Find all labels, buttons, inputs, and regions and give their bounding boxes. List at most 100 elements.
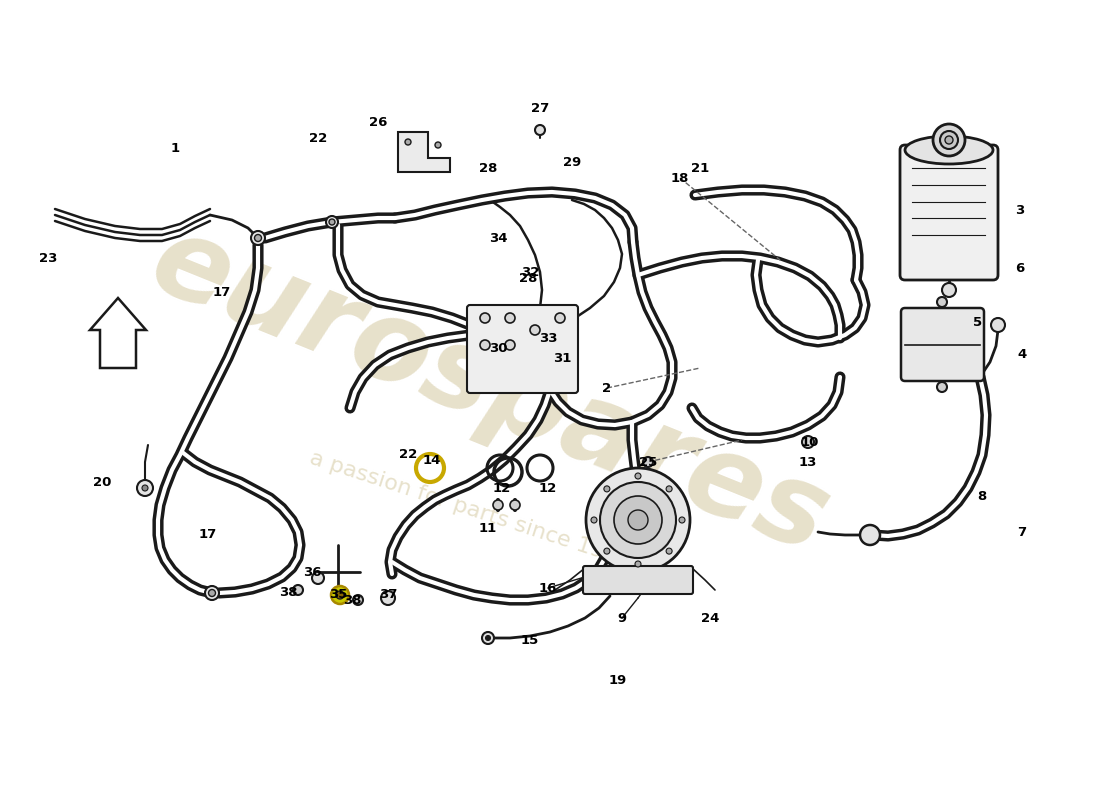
Circle shape: [991, 318, 1005, 332]
Text: 28: 28: [519, 271, 537, 285]
Text: 38: 38: [343, 594, 361, 606]
Circle shape: [336, 591, 344, 599]
Text: a passion for parts since 1985: a passion for parts since 1985: [307, 449, 634, 571]
Text: 12: 12: [493, 482, 512, 494]
Text: 1: 1: [170, 142, 179, 154]
Text: 10: 10: [801, 435, 820, 449]
Circle shape: [505, 340, 515, 350]
Circle shape: [635, 561, 641, 567]
Text: 17: 17: [199, 529, 217, 542]
Text: 29: 29: [563, 155, 581, 169]
Text: 38: 38: [278, 586, 297, 598]
Circle shape: [381, 591, 395, 605]
Circle shape: [604, 548, 609, 554]
FancyBboxPatch shape: [468, 305, 578, 393]
Circle shape: [679, 517, 685, 523]
Text: 5: 5: [974, 315, 982, 329]
Text: 20: 20: [92, 475, 111, 489]
Circle shape: [209, 590, 216, 597]
Circle shape: [138, 480, 153, 496]
Text: 16: 16: [539, 582, 558, 594]
Text: 24: 24: [701, 611, 719, 625]
Text: 28: 28: [478, 162, 497, 174]
Circle shape: [353, 595, 363, 605]
Ellipse shape: [905, 136, 993, 164]
Circle shape: [667, 486, 672, 492]
FancyBboxPatch shape: [901, 308, 984, 381]
Text: 14: 14: [422, 454, 441, 466]
Circle shape: [254, 234, 262, 242]
Circle shape: [205, 586, 219, 600]
Circle shape: [646, 460, 650, 464]
Circle shape: [510, 500, 520, 510]
Circle shape: [644, 457, 653, 467]
Text: 25: 25: [639, 455, 657, 469]
Circle shape: [937, 297, 947, 307]
Circle shape: [480, 340, 490, 350]
Text: 37: 37: [378, 589, 397, 602]
Circle shape: [628, 510, 648, 530]
Circle shape: [329, 219, 336, 225]
Circle shape: [331, 586, 349, 604]
Text: 32: 32: [520, 266, 539, 278]
Text: 19: 19: [609, 674, 627, 686]
Circle shape: [493, 500, 503, 510]
Circle shape: [600, 482, 676, 558]
FancyBboxPatch shape: [583, 566, 693, 594]
Text: 3: 3: [1015, 203, 1024, 217]
Circle shape: [614, 496, 662, 544]
Text: 9: 9: [617, 611, 627, 625]
Circle shape: [591, 517, 597, 523]
Circle shape: [940, 131, 958, 149]
Text: 22: 22: [309, 131, 327, 145]
Text: 21: 21: [691, 162, 710, 174]
Circle shape: [326, 216, 338, 228]
Circle shape: [556, 313, 565, 323]
Text: 17: 17: [213, 286, 231, 298]
Circle shape: [480, 313, 490, 323]
Text: 7: 7: [1018, 526, 1026, 539]
Text: 26: 26: [368, 115, 387, 129]
Circle shape: [586, 468, 690, 572]
Circle shape: [251, 231, 265, 245]
Text: 12: 12: [539, 482, 557, 494]
Circle shape: [805, 439, 811, 445]
Text: 13: 13: [799, 455, 817, 469]
Circle shape: [405, 139, 411, 145]
Circle shape: [485, 635, 491, 641]
Text: 34: 34: [488, 231, 507, 245]
Circle shape: [635, 473, 641, 479]
Polygon shape: [90, 298, 146, 368]
Circle shape: [933, 124, 965, 156]
Circle shape: [434, 142, 441, 148]
Text: 6: 6: [1015, 262, 1024, 274]
Circle shape: [530, 325, 540, 335]
Circle shape: [604, 486, 609, 492]
Text: 35: 35: [329, 589, 348, 602]
Text: 31: 31: [553, 351, 571, 365]
Polygon shape: [398, 132, 450, 172]
FancyBboxPatch shape: [900, 145, 998, 280]
Text: 27: 27: [531, 102, 549, 114]
Circle shape: [945, 136, 953, 144]
Circle shape: [802, 436, 814, 448]
Text: 33: 33: [539, 331, 558, 345]
Text: 23: 23: [39, 251, 57, 265]
Text: 11: 11: [478, 522, 497, 534]
Text: 2: 2: [603, 382, 612, 394]
Circle shape: [937, 382, 947, 392]
Circle shape: [293, 585, 303, 595]
Circle shape: [482, 632, 494, 644]
Circle shape: [942, 283, 956, 297]
Circle shape: [535, 125, 544, 135]
Text: 8: 8: [978, 490, 987, 503]
Circle shape: [860, 525, 880, 545]
Text: eurospares: eurospares: [135, 204, 845, 576]
Circle shape: [667, 548, 672, 554]
Text: 22: 22: [399, 449, 417, 462]
Circle shape: [142, 485, 148, 491]
Text: 15: 15: [521, 634, 539, 646]
Circle shape: [312, 572, 324, 584]
Text: 4: 4: [1018, 349, 1026, 362]
Text: 36: 36: [302, 566, 321, 578]
